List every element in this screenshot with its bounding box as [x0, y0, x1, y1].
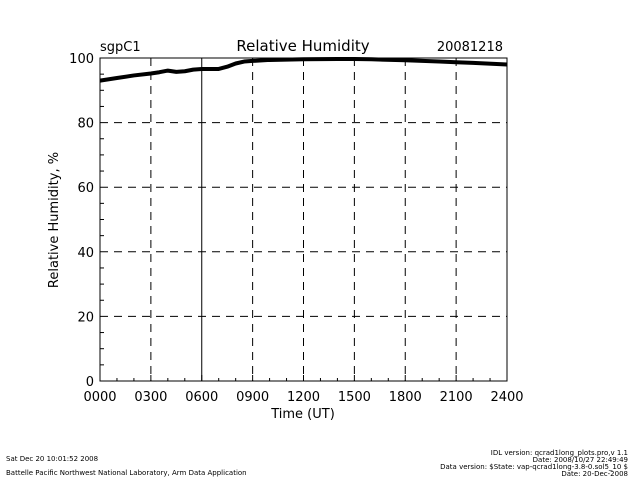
x-tick-label: 0300: [134, 390, 167, 405]
x-tick-label: 2100: [440, 390, 473, 405]
chart-title: Relative Humidity: [236, 37, 369, 55]
x-tick-label: 0900: [236, 390, 269, 405]
date-label: 20081218: [437, 40, 503, 55]
y-axis-label: Relative Humidity, %: [47, 152, 62, 288]
series-line-rh: [99, 56, 508, 83]
x-tick-label: 2400: [490, 390, 523, 405]
footer-lab: Battelle Pacific Northwest National Labo…: [6, 469, 247, 477]
y-tick-label: 0: [86, 375, 94, 390]
footer-idl-version: IDL version: qcrad1long_plots.pro,v 1.1: [490, 449, 628, 457]
plot-frame: [99, 57, 508, 382]
y-tick-label: 80: [77, 117, 94, 132]
y-tick-label: 40: [77, 246, 94, 261]
x-axis-label: Time (UT): [270, 407, 335, 422]
x-tick-label: 0600: [185, 390, 218, 405]
x-tick-label: 1200: [287, 390, 320, 405]
footer-data-version: Data version: $State: vap-qcrad1long-3.8…: [440, 463, 628, 471]
x-tick-label: 0000: [83, 390, 116, 405]
site-label: sgpC1: [100, 40, 141, 55]
x-tick-label: 1500: [338, 390, 371, 405]
footer-timestamp: Sat Dec 20 10:01:52 2008: [6, 455, 99, 463]
footer-idl-date: Date: 2008/10/27 22:49:49: [532, 456, 628, 464]
y-tick-label: 60: [77, 181, 94, 196]
x-tick-label: 1800: [389, 390, 422, 405]
y-tick-label: 20: [77, 310, 94, 325]
footer-data-date: Date: 20-Dec-2008: [561, 470, 628, 478]
y-tick-label: 100: [69, 52, 94, 67]
